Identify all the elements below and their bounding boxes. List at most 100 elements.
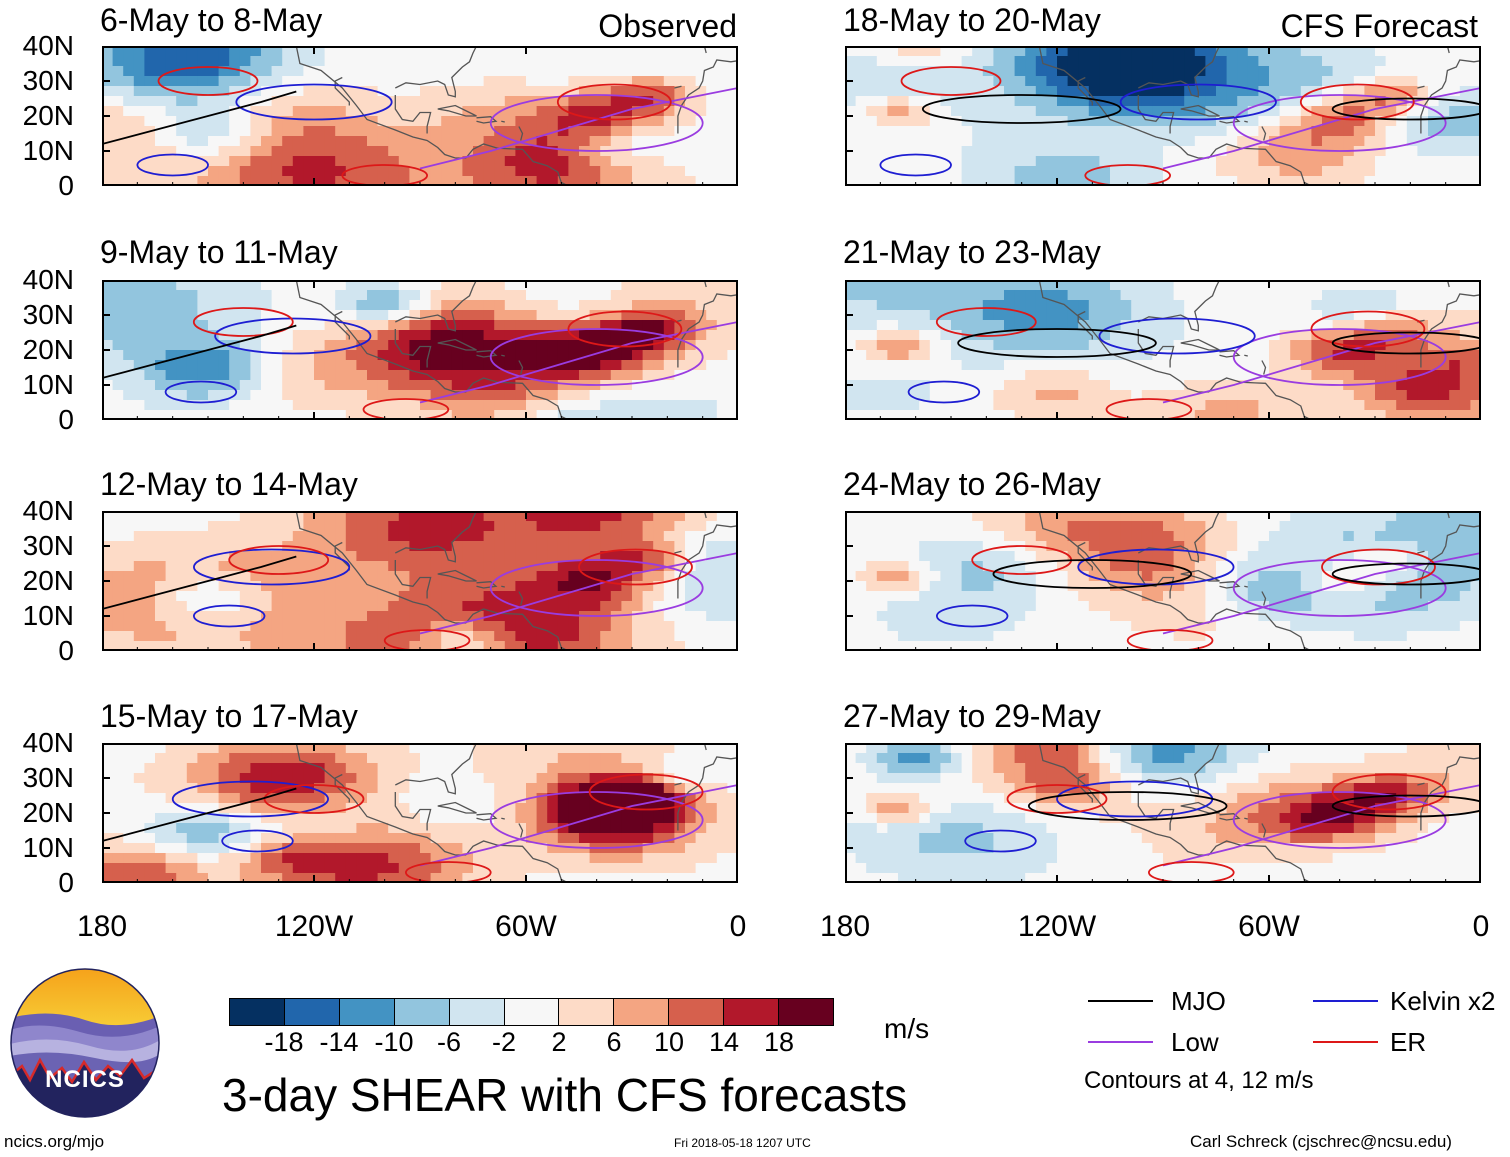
shear-cell [579,873,591,883]
shear-cell [919,76,931,87]
shear-cell [176,611,188,622]
shear-cell [695,833,707,844]
shear-cell [919,116,931,127]
shear-cell [165,156,177,167]
shear-cell [430,370,442,381]
shear-cell [133,280,145,291]
shear-cell [494,390,506,401]
shear-cell [239,561,251,572]
shear-cell [420,531,432,542]
shear-cell [1067,166,1079,177]
shear-cell [504,290,516,301]
shear-cell [716,76,728,87]
shear-cell [1353,46,1365,57]
shear-cell [377,350,389,361]
shear-cell [1396,320,1408,331]
shear-cell [250,833,262,844]
shear-cell [642,561,654,572]
shear-cell [951,340,963,351]
shear-cell [610,601,622,612]
shear-cell [261,531,273,542]
mjo-contour [1331,97,1481,121]
shear-cell [1120,46,1132,57]
shear-cell [441,370,453,381]
shear-cell [547,863,559,874]
shear-cell [473,531,485,542]
shear-cell [515,611,527,622]
shear-cell [1417,116,1429,127]
shear-cell [303,380,315,391]
shear-cell [876,320,888,331]
shear-cell [557,166,569,177]
shear-cell [1046,330,1058,341]
shear-cell [165,320,177,331]
shear-cell [1279,96,1291,107]
shear-cell [430,531,442,542]
shear-cell [547,370,559,381]
shear-cell [1099,46,1111,57]
shear-cell [165,611,177,622]
shear-cell [1216,330,1228,341]
shear-cell [547,843,559,854]
shear-cell [1237,46,1249,57]
shear-cell [1332,300,1344,311]
shear-cell [377,166,389,177]
shear-cell [155,330,167,341]
shear-cell [685,863,697,874]
shear-cell [133,611,145,622]
shear-cell [324,521,336,532]
shear-cell [176,106,188,117]
shear-cell [1449,166,1461,177]
shear-cell [1141,350,1153,361]
shear-cell [430,611,442,622]
shear-cell [197,380,209,391]
shear-cell [568,400,580,411]
shear-cell [398,136,410,147]
shear-cell [982,340,994,351]
shear-cell [1353,116,1365,127]
shear-cell [345,853,357,864]
shear-cell [229,176,241,186]
shear-cell [1014,146,1026,157]
shear-cell [420,753,432,764]
shear-cell [123,66,135,77]
shear-cell [398,773,410,784]
shear-cell [271,166,283,177]
shear-cell [1428,56,1440,67]
shear-cell [1226,46,1238,57]
shear-cell [526,813,538,824]
shear-cell [303,310,315,321]
shear-cell [494,330,506,341]
shear-cell [208,136,220,147]
shear-cell [621,76,633,87]
shear-cell [473,96,485,107]
shear-cell [1470,176,1481,186]
shear-cell [441,340,453,351]
shear-cell [1449,46,1461,57]
shear-cell [1311,136,1323,147]
shear-cell [621,601,633,612]
shear-cell [919,340,931,351]
shear-cell [1163,106,1175,117]
shear-cell [356,551,368,562]
shear-cell [547,390,559,401]
shear-cell [642,833,654,844]
shear-cell [133,46,145,57]
shear-cell [1332,86,1344,97]
shear-cell [239,853,251,864]
shear-cell [144,76,156,87]
shear-cell [898,146,910,157]
shear-cell [239,551,251,562]
shear-cell [1353,310,1365,321]
shear-cell [579,863,591,874]
shear-cell [1290,280,1302,291]
shear-cell [367,551,379,562]
shear-cell [685,591,697,602]
shear-cell [208,551,220,562]
shear-cell [409,531,421,542]
shear-cell [314,611,326,622]
shear-cell [218,66,230,77]
shear-cell [526,763,538,774]
shear-cell [483,511,495,522]
shear-cell [473,300,485,311]
